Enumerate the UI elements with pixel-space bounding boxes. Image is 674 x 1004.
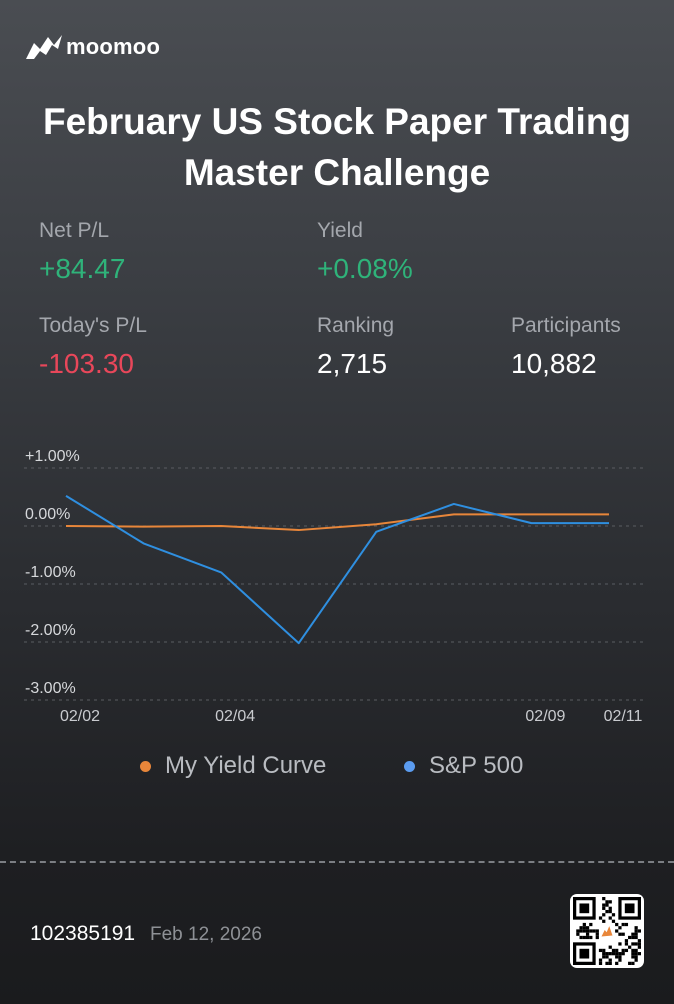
y-tick-label: +1.00%	[25, 448, 80, 465]
stat-participants-label: Participants	[511, 314, 621, 337]
qr-code-icon	[573, 897, 641, 965]
chart-legend: My Yield Curve S&P 500	[0, 752, 674, 788]
legend-item-my-yield: My Yield Curve	[140, 752, 326, 780]
dashed-divider	[0, 861, 674, 863]
legend-dot-sp500	[404, 760, 415, 772]
stat-participants-value: 10,882	[511, 348, 597, 379]
stat-yield-value: +0.08%	[317, 253, 413, 284]
legend-dot-my-yield	[140, 760, 151, 772]
stat-ranking-label: Ranking	[317, 314, 395, 337]
x-tick-label: 02/09	[525, 708, 565, 725]
account-id: 102385191	[30, 922, 136, 945]
stat-ranking: Ranking 2,715	[317, 313, 394, 381]
y-tick-label: -1.00%	[25, 564, 76, 581]
stat-todays-pl: Today's P/L -103.30	[39, 313, 147, 381]
x-tick-label: 02/11	[604, 708, 643, 725]
stat-ranking-value: 2,715	[317, 348, 388, 379]
legend-label-my-yield: My Yield Curve	[165, 752, 327, 779]
x-tick-label: 02/02	[60, 708, 100, 725]
stat-todays-pl-value: -103.30	[39, 348, 134, 379]
y-tick-label: -3.00%	[25, 680, 76, 697]
y-tick-label: 0.00%	[25, 506, 70, 523]
brand-name: moomoo	[66, 34, 161, 59]
series-line-sp500	[65, 494, 609, 645]
page-title-line-2: Master Challenge	[183, 152, 491, 193]
moomoo-logo: moomoo	[24, 32, 160, 62]
stat-net-pl: Net P/L +84.47	[39, 218, 125, 286]
legend-item-sp500: S&P 500	[404, 752, 523, 780]
legend-label-sp500: S&P 500	[429, 752, 524, 779]
stat-todays-pl-label: Today's P/L	[39, 314, 147, 337]
stat-yield-label: Yield	[317, 219, 363, 242]
stat-participants: Participants 10,882	[511, 313, 621, 381]
x-tick-label: 02/04	[215, 708, 255, 725]
moomoo-bull-icon	[26, 35, 62, 59]
stat-net-pl-label: Net P/L	[39, 219, 110, 242]
stat-yield: Yield +0.08%	[317, 218, 413, 286]
series-line-my-yield	[65, 513, 609, 532]
page-title-line-1: February US Stock Paper Trading	[42, 101, 632, 142]
footer-date: Feb 12, 2026	[150, 924, 262, 945]
y-tick-label: -2.00%	[25, 622, 76, 639]
page-title: February US Stock Paper Trading Master C…	[0, 96, 674, 198]
yield-chart: +1.00% 0.00% -1.00% -2.00% -3.00% 02/02 02/04 0…	[24, 448, 646, 725]
stat-net-pl-value: +84.47	[39, 253, 126, 284]
qr-code[interactable]	[570, 894, 644, 968]
